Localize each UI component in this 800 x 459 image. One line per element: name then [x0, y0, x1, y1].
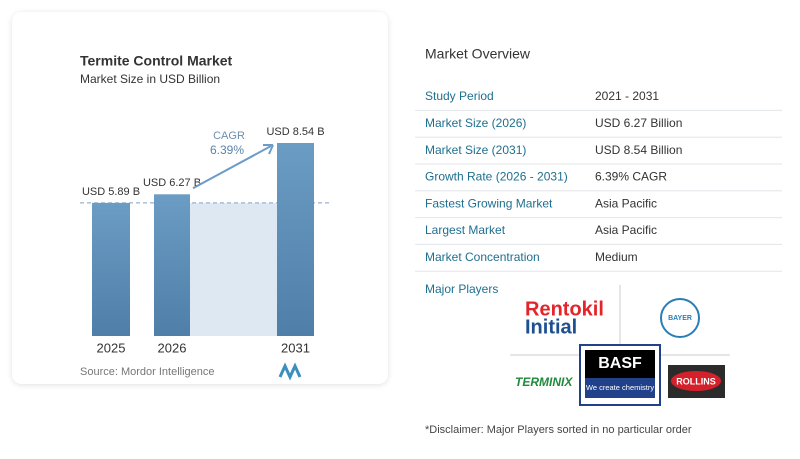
logo-terminix: TERMINIX: [515, 375, 573, 389]
value-label: USD 6.27 B: [143, 177, 201, 189]
cagr-label: CAGR: [213, 130, 245, 142]
row-value: Asia Pacific: [595, 223, 657, 237]
bar: [92, 202, 130, 336]
row-label: Market Size (2031): [425, 143, 526, 157]
logo-bayer-ring: [660, 298, 700, 338]
row-value: 6.39% CAGR: [595, 170, 667, 184]
row-value: USD 8.54 Billion: [595, 143, 682, 157]
logos: Rentokil Initial BAYER BASF We create ch…: [510, 285, 730, 406]
logo-basf: BASF: [598, 355, 642, 372]
logo-rentokil: Rentokil: [525, 298, 604, 320]
row-value: Medium: [595, 250, 638, 264]
source: Source: Mordor Intelligence: [80, 366, 215, 378]
x-tick-label: 2031: [281, 340, 310, 355]
row-label: Market Concentration: [425, 250, 540, 264]
logo-rollins-oval: [671, 371, 721, 391]
row-value: 2021 - 2031: [595, 89, 659, 103]
value-label: USD 8.54 B: [266, 126, 324, 138]
cagr-arrow: [192, 145, 272, 190]
logo-basf-bar: [585, 378, 655, 398]
row-label: Growth Rate (2026 - 2031): [425, 170, 568, 184]
bar: [154, 194, 190, 336]
logo-rollins: ROLLINS: [676, 376, 716, 386]
cagr-arrowhead: [263, 144, 274, 155]
row-value: Asia Pacific: [595, 196, 657, 210]
players-title: Major Players: [425, 282, 498, 296]
overview-table: Study Period 2021 - 2031 Market Size (2026…: [415, 89, 782, 272]
row-label: Largest Market: [425, 223, 506, 237]
disclaimer: *Disclaimer: Major Players sorted in no …: [425, 424, 692, 436]
logo-bayer: BAYER: [668, 315, 692, 322]
row-label: Study Period: [425, 89, 494, 103]
value-label: USD 5.89 B: [82, 186, 140, 198]
chart-title: Termite Control Market: [80, 53, 233, 69]
shade: [190, 202, 277, 336]
chart-subtitle: Market Size in USD Billion: [80, 72, 220, 86]
logo-basf-bg: [585, 350, 655, 378]
cagr-value: 6.39%: [210, 143, 244, 157]
x-tick-label: 2026: [158, 340, 187, 355]
logo-basf-tagline: We create chemistry: [586, 383, 654, 392]
row-value: USD 6.27 Billion: [595, 116, 682, 130]
overview-title: Market Overview: [425, 46, 531, 62]
source-logo: [278, 362, 302, 381]
row-label: Market Size (2026): [425, 116, 526, 130]
x-tick-label: 2025: [97, 340, 126, 355]
logo-initial: Initial: [525, 316, 577, 338]
row-label: Fastest Growing Market: [425, 196, 553, 210]
bar: [277, 143, 314, 336]
